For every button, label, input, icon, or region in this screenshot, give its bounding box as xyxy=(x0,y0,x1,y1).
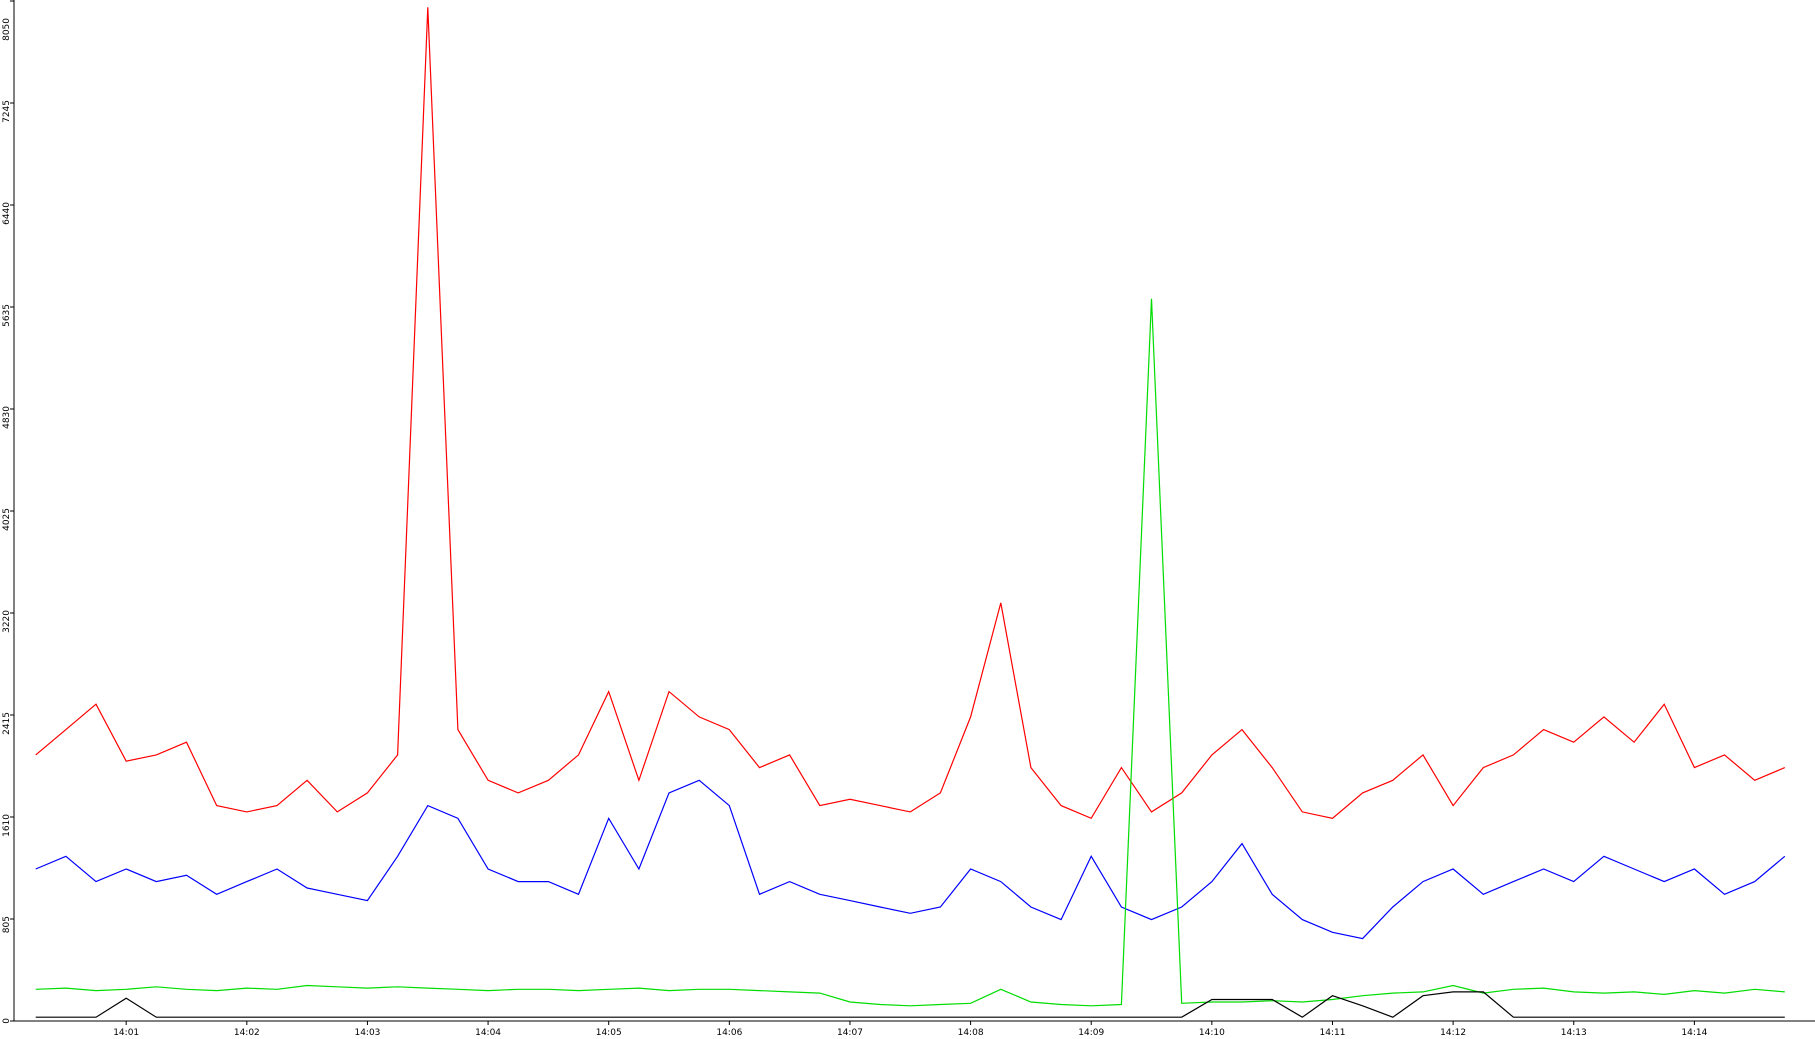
x-tick-label: 14:03 xyxy=(354,1028,380,1038)
series-line xyxy=(35,7,1786,820)
x-tick-label: 14:05 xyxy=(596,1028,622,1038)
x-tick-label: 14:02 xyxy=(234,1028,260,1038)
y-tick-label: 6440 xyxy=(2,202,12,225)
series-line xyxy=(35,779,1786,940)
y-tick-label: 5635 xyxy=(2,304,12,327)
y-tick-label: 8050 xyxy=(2,18,12,41)
x-tick-label: 14:07 xyxy=(837,1028,863,1038)
y-tick-label: 4025 xyxy=(2,508,12,531)
y-tick-label: 4830 xyxy=(2,406,12,429)
x-tick-label: 14:12 xyxy=(1440,1028,1466,1038)
x-tick-label: 14:06 xyxy=(716,1028,742,1038)
x-tick-label: 14:08 xyxy=(958,1028,984,1038)
x-tick-label: 14:01 xyxy=(113,1028,139,1038)
x-tick-label: 14:10 xyxy=(1199,1028,1225,1038)
x-tick-label: 14:04 xyxy=(475,1028,501,1038)
y-tick-label: 3220 xyxy=(2,610,12,633)
y-tick-label: 805 xyxy=(2,916,12,933)
y-tick-label: 2415 xyxy=(2,712,12,735)
y-tick-label: 1610 xyxy=(2,814,12,837)
x-tick-label: 14:11 xyxy=(1320,1028,1346,1038)
series-line xyxy=(35,991,1785,1018)
y-tick-label: 7245 xyxy=(2,100,12,123)
x-tick-label: 14:14 xyxy=(1681,1028,1707,1038)
x-tick-label: 14:13 xyxy=(1561,1028,1587,1038)
series-line xyxy=(35,298,1785,1007)
y-tick-label: 0 xyxy=(2,1018,12,1024)
x-tick-label: 14:09 xyxy=(1078,1028,1104,1038)
